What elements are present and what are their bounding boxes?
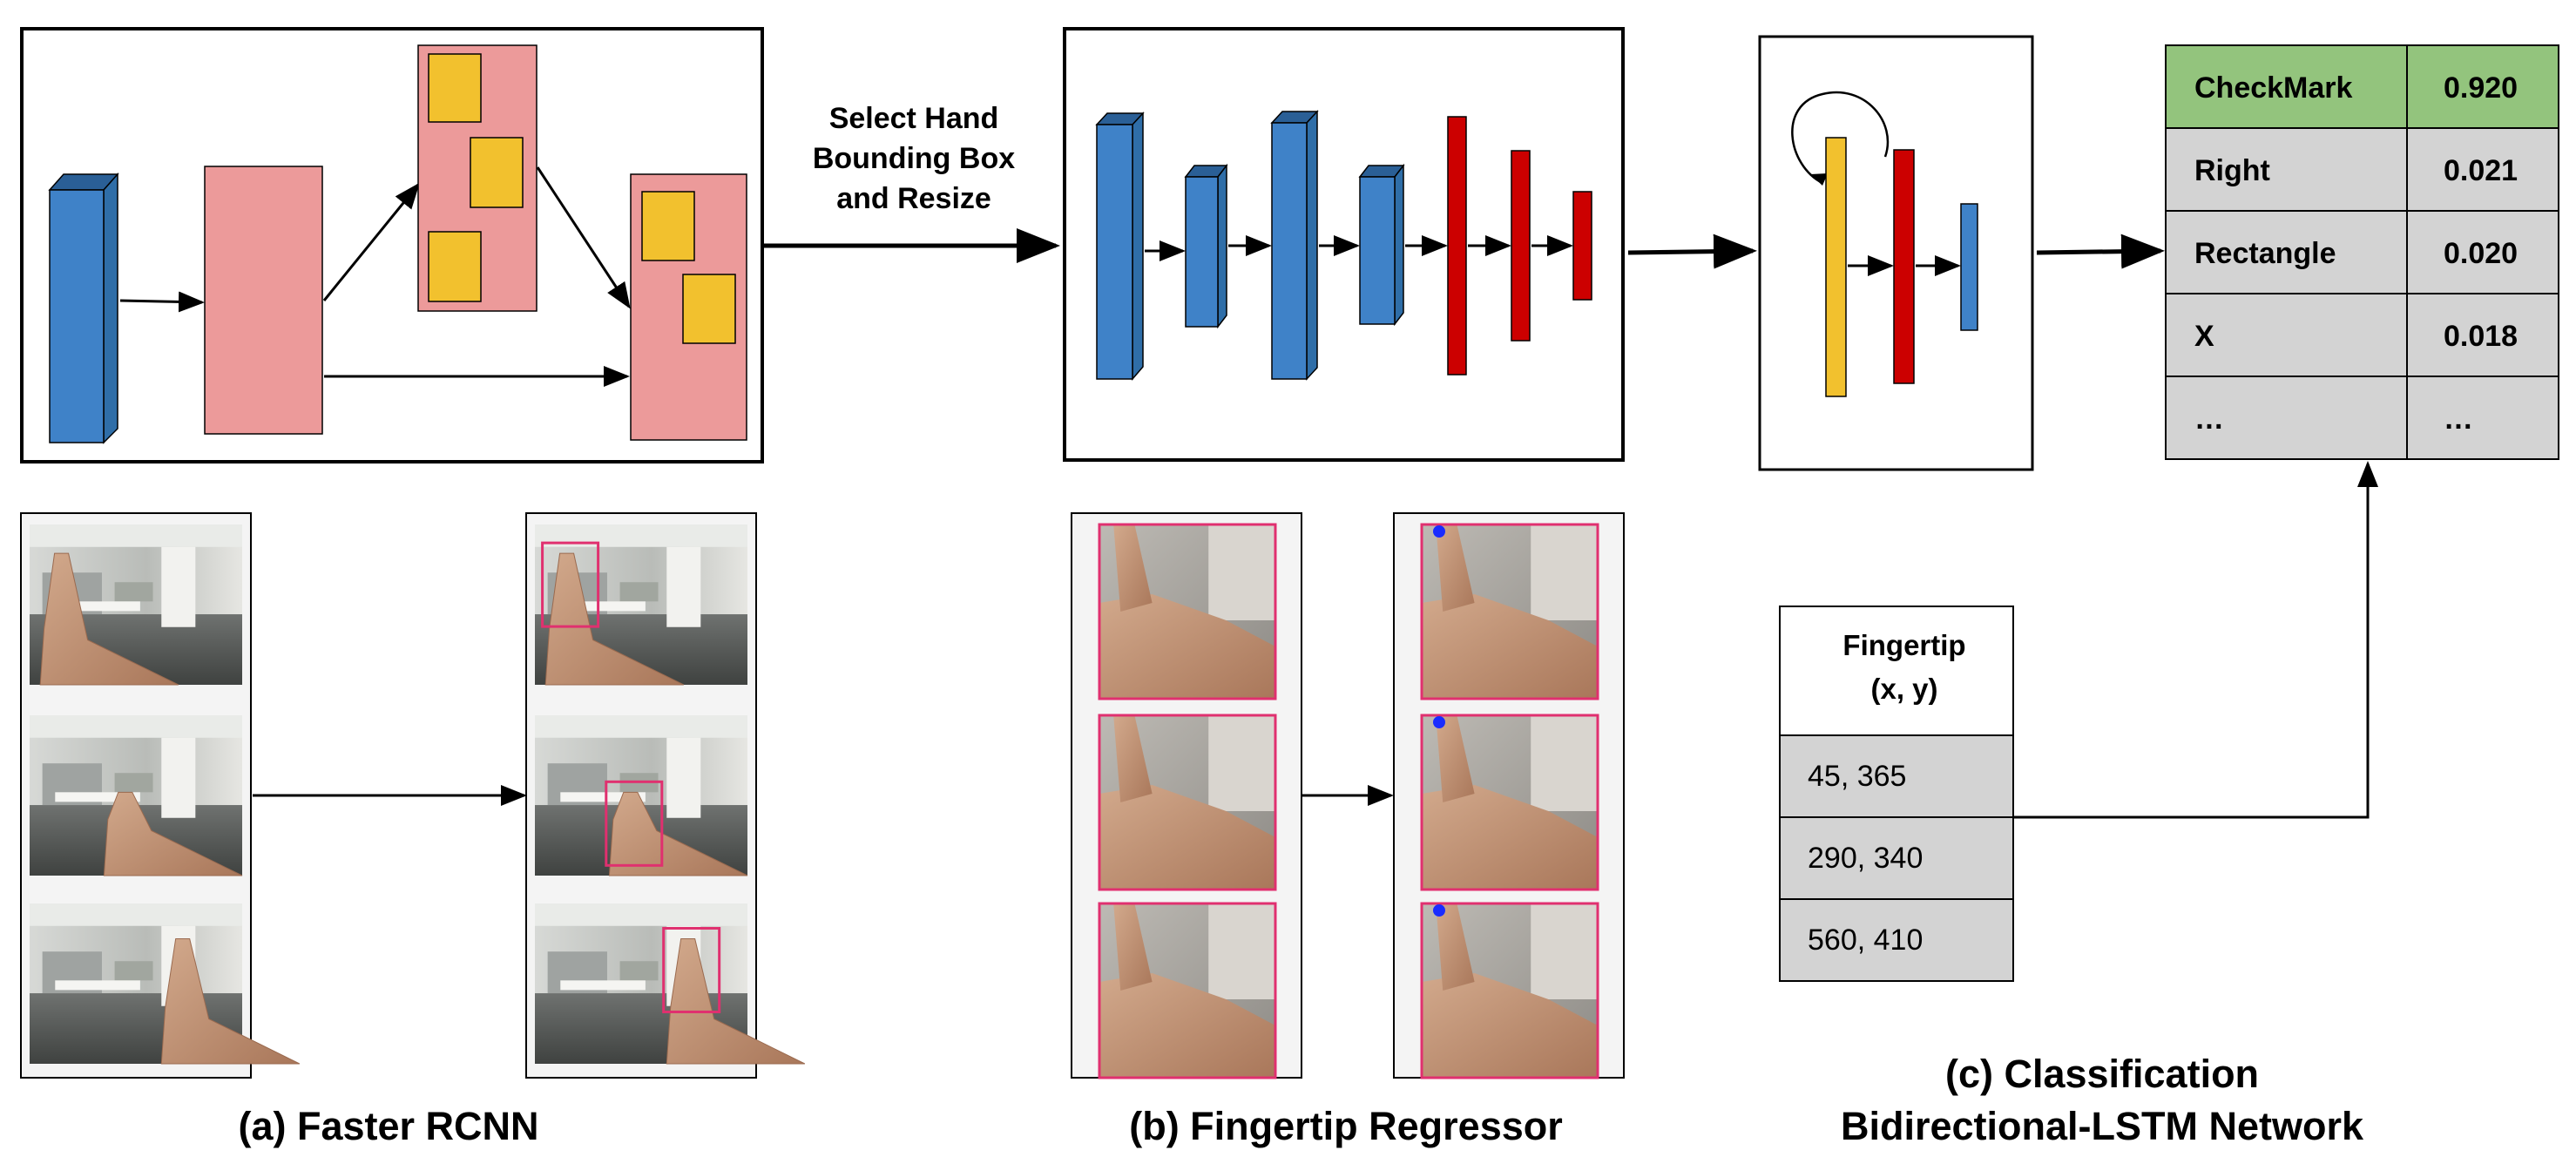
proposal-box <box>428 231 482 302</box>
arrow-label-line: Select Hand <box>829 102 999 135</box>
gesture-probability: 0.021 <box>2444 154 2518 187</box>
output-table-row: …… <box>2165 376 2559 460</box>
detected-frames-strip <box>525 512 806 1079</box>
fingertip-coordinate-row: 560, 410 <box>1779 898 2014 982</box>
gesture-label: Rectangle <box>2194 237 2336 270</box>
gesture-probability: 0.020 <box>2444 237 2518 270</box>
fingertip-coordinate-row: 45, 365 <box>1779 734 2014 818</box>
fingertip-output-frame <box>1420 523 1599 700</box>
faster-rcnn-block <box>20 27 764 463</box>
output-table-row: X 0.018 <box>2165 293 2559 377</box>
fingertip-point <box>1433 716 1445 728</box>
gesture-probability: 0.920 <box>2444 71 2518 105</box>
fingertip-coordinate-value: 45, 365 <box>1808 760 1906 793</box>
arrow-label-line: and Resize <box>836 182 991 215</box>
output-table-row: Right 0.021 <box>2165 127 2559 212</box>
detected-hand-frame <box>535 903 806 1065</box>
gesture-probability: 0.018 <box>2444 320 2518 353</box>
dense-layer <box>1447 116 1467 376</box>
output-table-row: Rectangle 0.020 <box>2165 210 2559 294</box>
backbone-feature-block <box>48 173 119 444</box>
fingertip-output-strip <box>1393 512 1625 1079</box>
fingertip-table-header: Fingertip <box>1842 629 1965 661</box>
roi-box <box>641 191 695 261</box>
cropped-hand-frame <box>1098 523 1277 700</box>
caption-bilstm: Bidirectional-LSTM Network <box>1841 1104 2364 1148</box>
gesture-label: CheckMark <box>2194 71 2353 105</box>
caption-classification: (c) Classification <box>1945 1052 2259 1096</box>
fingertip-point <box>1433 525 1445 538</box>
caption-faster-rcnn: (a) Faster RCNN <box>238 1104 538 1148</box>
fingertip-coordinate-value: 290, 340 <box>1808 842 1923 875</box>
conv-layer <box>1184 163 1228 329</box>
gesture-label: … <box>2194 403 2224 436</box>
proposal-box <box>470 137 524 208</box>
dense-layer <box>1511 150 1531 342</box>
select-hand-arrow: Select Hand Bounding Box and Resize <box>762 102 1060 263</box>
input-video-frame <box>30 903 301 1065</box>
hand-bounding-box <box>662 926 721 1013</box>
input-video-frame <box>30 524 242 686</box>
caption-fingertip-regressor: (b) Fingertip Regressor <box>1129 1104 1563 1148</box>
conv-layer <box>1095 112 1145 382</box>
fingertip-point <box>1433 904 1445 917</box>
fingertip-table-header-unit: (x, y) <box>1870 673 1937 705</box>
lstm-layer <box>1825 137 1847 397</box>
gesture-label: X <box>2194 320 2214 353</box>
cropped-hands-strip <box>1071 512 1302 1079</box>
cropped-hand-frame <box>1098 714 1277 891</box>
feature-map-block <box>204 166 323 435</box>
hand-bounding-box <box>541 541 600 628</box>
recurrent-loop-icon <box>1791 91 1890 185</box>
lstm-dense-layer <box>1893 149 1915 384</box>
output-probability-table: CheckMark 0.920 Right 0.021 Rectangle 0.020 X 0… <box>2165 44 2559 460</box>
fingertip-regressor-block <box>1063 27 1625 462</box>
fingertip-output-frame <box>1420 902 1599 1079</box>
bilstm-block <box>1758 35 2034 471</box>
proposal-box <box>428 53 482 123</box>
input-video-frame <box>30 715 243 876</box>
hand-bounding-box <box>605 780 664 867</box>
arrow-label-line: Bounding Box <box>813 142 1015 175</box>
fingertip-coordinate-value: 560, 410 <box>1808 924 1923 957</box>
fingertip-coordinate-row: 290, 340 <box>1779 816 2014 900</box>
fingertip-coordinate-table: Fingertip (x, y) 45, 365 290, 340 560, 410 <box>1779 606 2014 982</box>
roi-box <box>682 274 736 344</box>
gesture-label: Right <box>2194 154 2270 187</box>
conv-layer <box>1270 110 1319 381</box>
output-table-row: CheckMark 0.920 <box>2165 44 2559 129</box>
dense-layer <box>1572 191 1592 301</box>
fingertip-output-frame <box>1420 714 1599 891</box>
detected-hand-frame <box>535 524 747 686</box>
gesture-probability: … <box>2444 403 2473 436</box>
detected-hand-frame <box>535 715 748 876</box>
conv-layer <box>1358 163 1405 327</box>
cropped-hand-frame <box>1098 902 1277 1079</box>
input-frames-strip <box>20 512 301 1079</box>
lstm-output-layer <box>1960 203 1978 331</box>
